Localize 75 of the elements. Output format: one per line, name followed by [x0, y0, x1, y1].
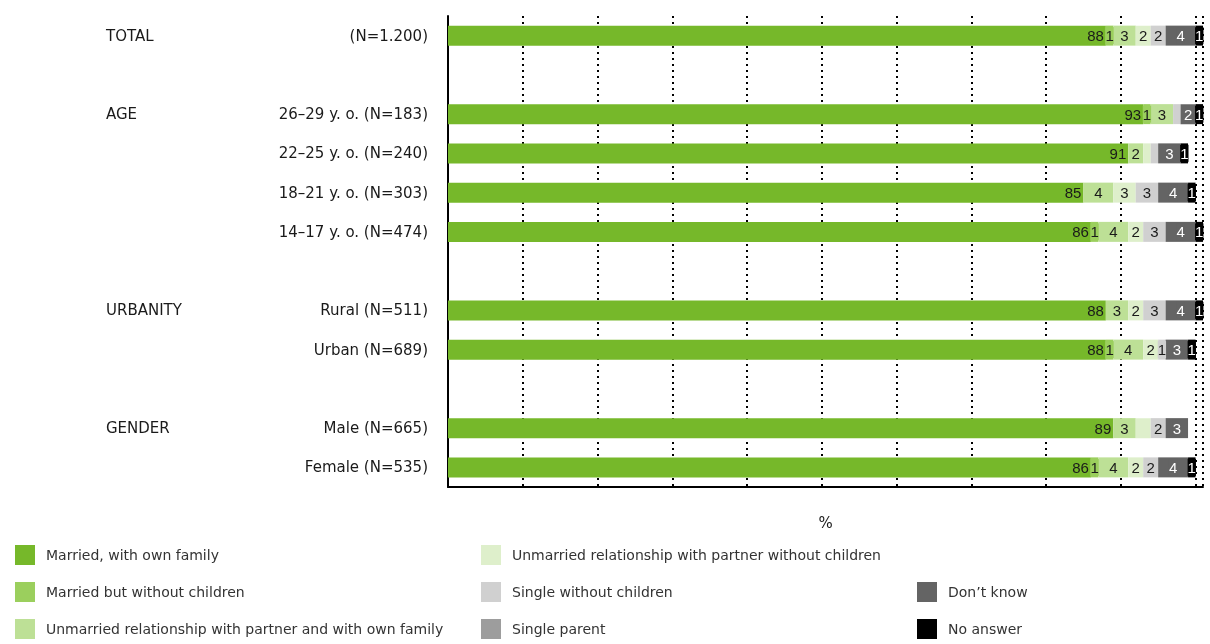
- text: TOTAL: [105, 26, 155, 45]
- data-label: 2: [1131, 301, 1140, 319]
- data-label: 91: [1109, 144, 1127, 162]
- legend-label: Married but without children: [46, 584, 245, 600]
- data-label: 89: [1094, 419, 1112, 437]
- y-tick-label: Rural (N=511): [320, 301, 428, 320]
- data-label: 4: [1094, 184, 1103, 202]
- legend-label: Unmarried relationship with partner without children: [512, 547, 881, 563]
- text: GENDER: [106, 419, 170, 438]
- data-label: 3: [1120, 419, 1129, 437]
- data-label: 3: [1172, 341, 1182, 359]
- legend-label: Single without children: [512, 584, 673, 600]
- data-label: 2: [1153, 27, 1163, 45]
- data-label: 2: [1131, 223, 1140, 241]
- legend-label: Don’t know: [948, 584, 1028, 600]
- y-tick-label: (N=1.200): [349, 26, 428, 45]
- y-tick-label: 26–29 y. o. (N=183): [278, 105, 428, 124]
- data-label: 1: [1195, 105, 1204, 123]
- data-label: 2: [1146, 458, 1155, 476]
- data-label: 2: [1139, 27, 1148, 45]
- y-tick-label: Male (N=665): [323, 419, 428, 438]
- data-label: 1: [1090, 458, 1099, 476]
- data-label: 4: [1168, 184, 1178, 202]
- data-label: 88: [1087, 341, 1104, 359]
- data-label: 1: [1187, 184, 1196, 202]
- data-label: 1: [1187, 341, 1196, 359]
- data-label: 4: [1168, 458, 1178, 476]
- data-label: 88: [1087, 301, 1104, 319]
- data-label: 3: [1150, 301, 1159, 319]
- data-label: 3: [1142, 184, 1152, 202]
- data-label: 4: [1176, 223, 1185, 241]
- data-label: 3: [1112, 301, 1122, 319]
- data-label: 1: [1157, 341, 1167, 359]
- data-label: 2: [1131, 458, 1140, 476]
- data-label: 1: [1105, 341, 1114, 359]
- data-label: 3: [1120, 27, 1129, 45]
- data-label: 85: [1064, 184, 1082, 202]
- y-tick-label: 22–25 y. o. (N=240): [278, 144, 428, 163]
- data-label: 3: [1165, 144, 1174, 162]
- text: URBANITY: [106, 301, 183, 320]
- data-label: 1: [1180, 144, 1189, 162]
- data-label: 3: [1172, 419, 1182, 437]
- data-label: 2: [1153, 419, 1163, 437]
- legend-label: Single parent: [512, 621, 606, 637]
- y-tick-label: 18–21 y. o. (N=303): [278, 183, 428, 202]
- data-label: 4: [1124, 341, 1133, 359]
- legend-label: Married, with own family: [46, 547, 219, 563]
- data-label: 1: [1195, 223, 1204, 241]
- data-label: 4: [1176, 301, 1185, 319]
- legend-label: No answer: [948, 621, 1023, 637]
- data-label: 3: [1157, 105, 1167, 123]
- data-label: 2: [1131, 144, 1140, 162]
- y-tick-label: Female (N=535): [304, 458, 428, 477]
- data-label: 3: [1150, 223, 1159, 241]
- text: AGE: [106, 105, 138, 124]
- y-tick-label: 14–17 y. o. (N=474): [278, 222, 428, 241]
- data-label: 1: [1142, 105, 1152, 123]
- x-axis-title: %: [818, 513, 833, 532]
- data-label: 86: [1072, 458, 1089, 476]
- y-tick-label: Urban (N=689): [313, 340, 428, 359]
- data-label: 86: [1072, 223, 1089, 241]
- data-label: 1: [1090, 223, 1099, 241]
- data-label: 4: [1109, 223, 1118, 241]
- data-label: 1: [1195, 27, 1204, 45]
- legend-label: Unmarried relationship with partner and with own family: [46, 621, 444, 637]
- data-label: 2: [1183, 105, 1193, 123]
- data-label: 1: [1105, 27, 1114, 45]
- data-label: 1: [1187, 458, 1196, 476]
- data-label: 3: [1120, 184, 1129, 202]
- data-label: 1: [1195, 301, 1204, 319]
- data-label: 4: [1176, 27, 1185, 45]
- data-label: 4: [1109, 458, 1118, 476]
- data-label: 2: [1146, 341, 1155, 359]
- data-label: 93: [1124, 105, 1142, 123]
- data-label: 88: [1087, 27, 1104, 45]
